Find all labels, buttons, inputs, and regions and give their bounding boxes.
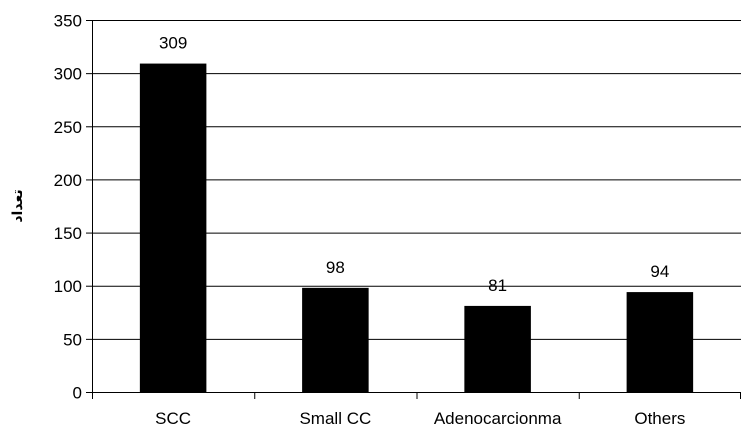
x-category-label: Others — [634, 409, 685, 428]
y-tick-label: 150 — [54, 224, 82, 243]
x-category-label: Adenocarcionma — [434, 409, 562, 428]
y-tick-label: 100 — [54, 277, 82, 296]
bar-others — [626, 292, 694, 392]
x-category-label: SCC — [155, 409, 191, 428]
y-tick-label: 350 — [54, 12, 82, 31]
axes — [86, 20, 741, 399]
y-tick-label: 200 — [54, 171, 82, 190]
y-axis-title: تعداد — [9, 189, 25, 222]
labels: 0 50 100 150 200 250 300 350 309 SCC 98 Small CC 81 A… — [54, 12, 686, 429]
data-label: 94 — [650, 262, 669, 281]
data-label: 98 — [326, 258, 345, 277]
y-tick-label: 250 — [54, 118, 82, 137]
data-label: 81 — [488, 276, 507, 295]
y-tick-label: 50 — [63, 330, 82, 349]
y-tick-label: 300 — [54, 65, 82, 84]
bar-small-cc — [302, 287, 369, 392]
bars — [139, 63, 694, 392]
bar-scc — [139, 63, 207, 392]
y-tick-label: 0 — [73, 384, 82, 403]
data-label: 309 — [159, 34, 187, 53]
bar-adenocarcionma — [464, 305, 531, 392]
x-category-label: Small CC — [299, 409, 371, 428]
